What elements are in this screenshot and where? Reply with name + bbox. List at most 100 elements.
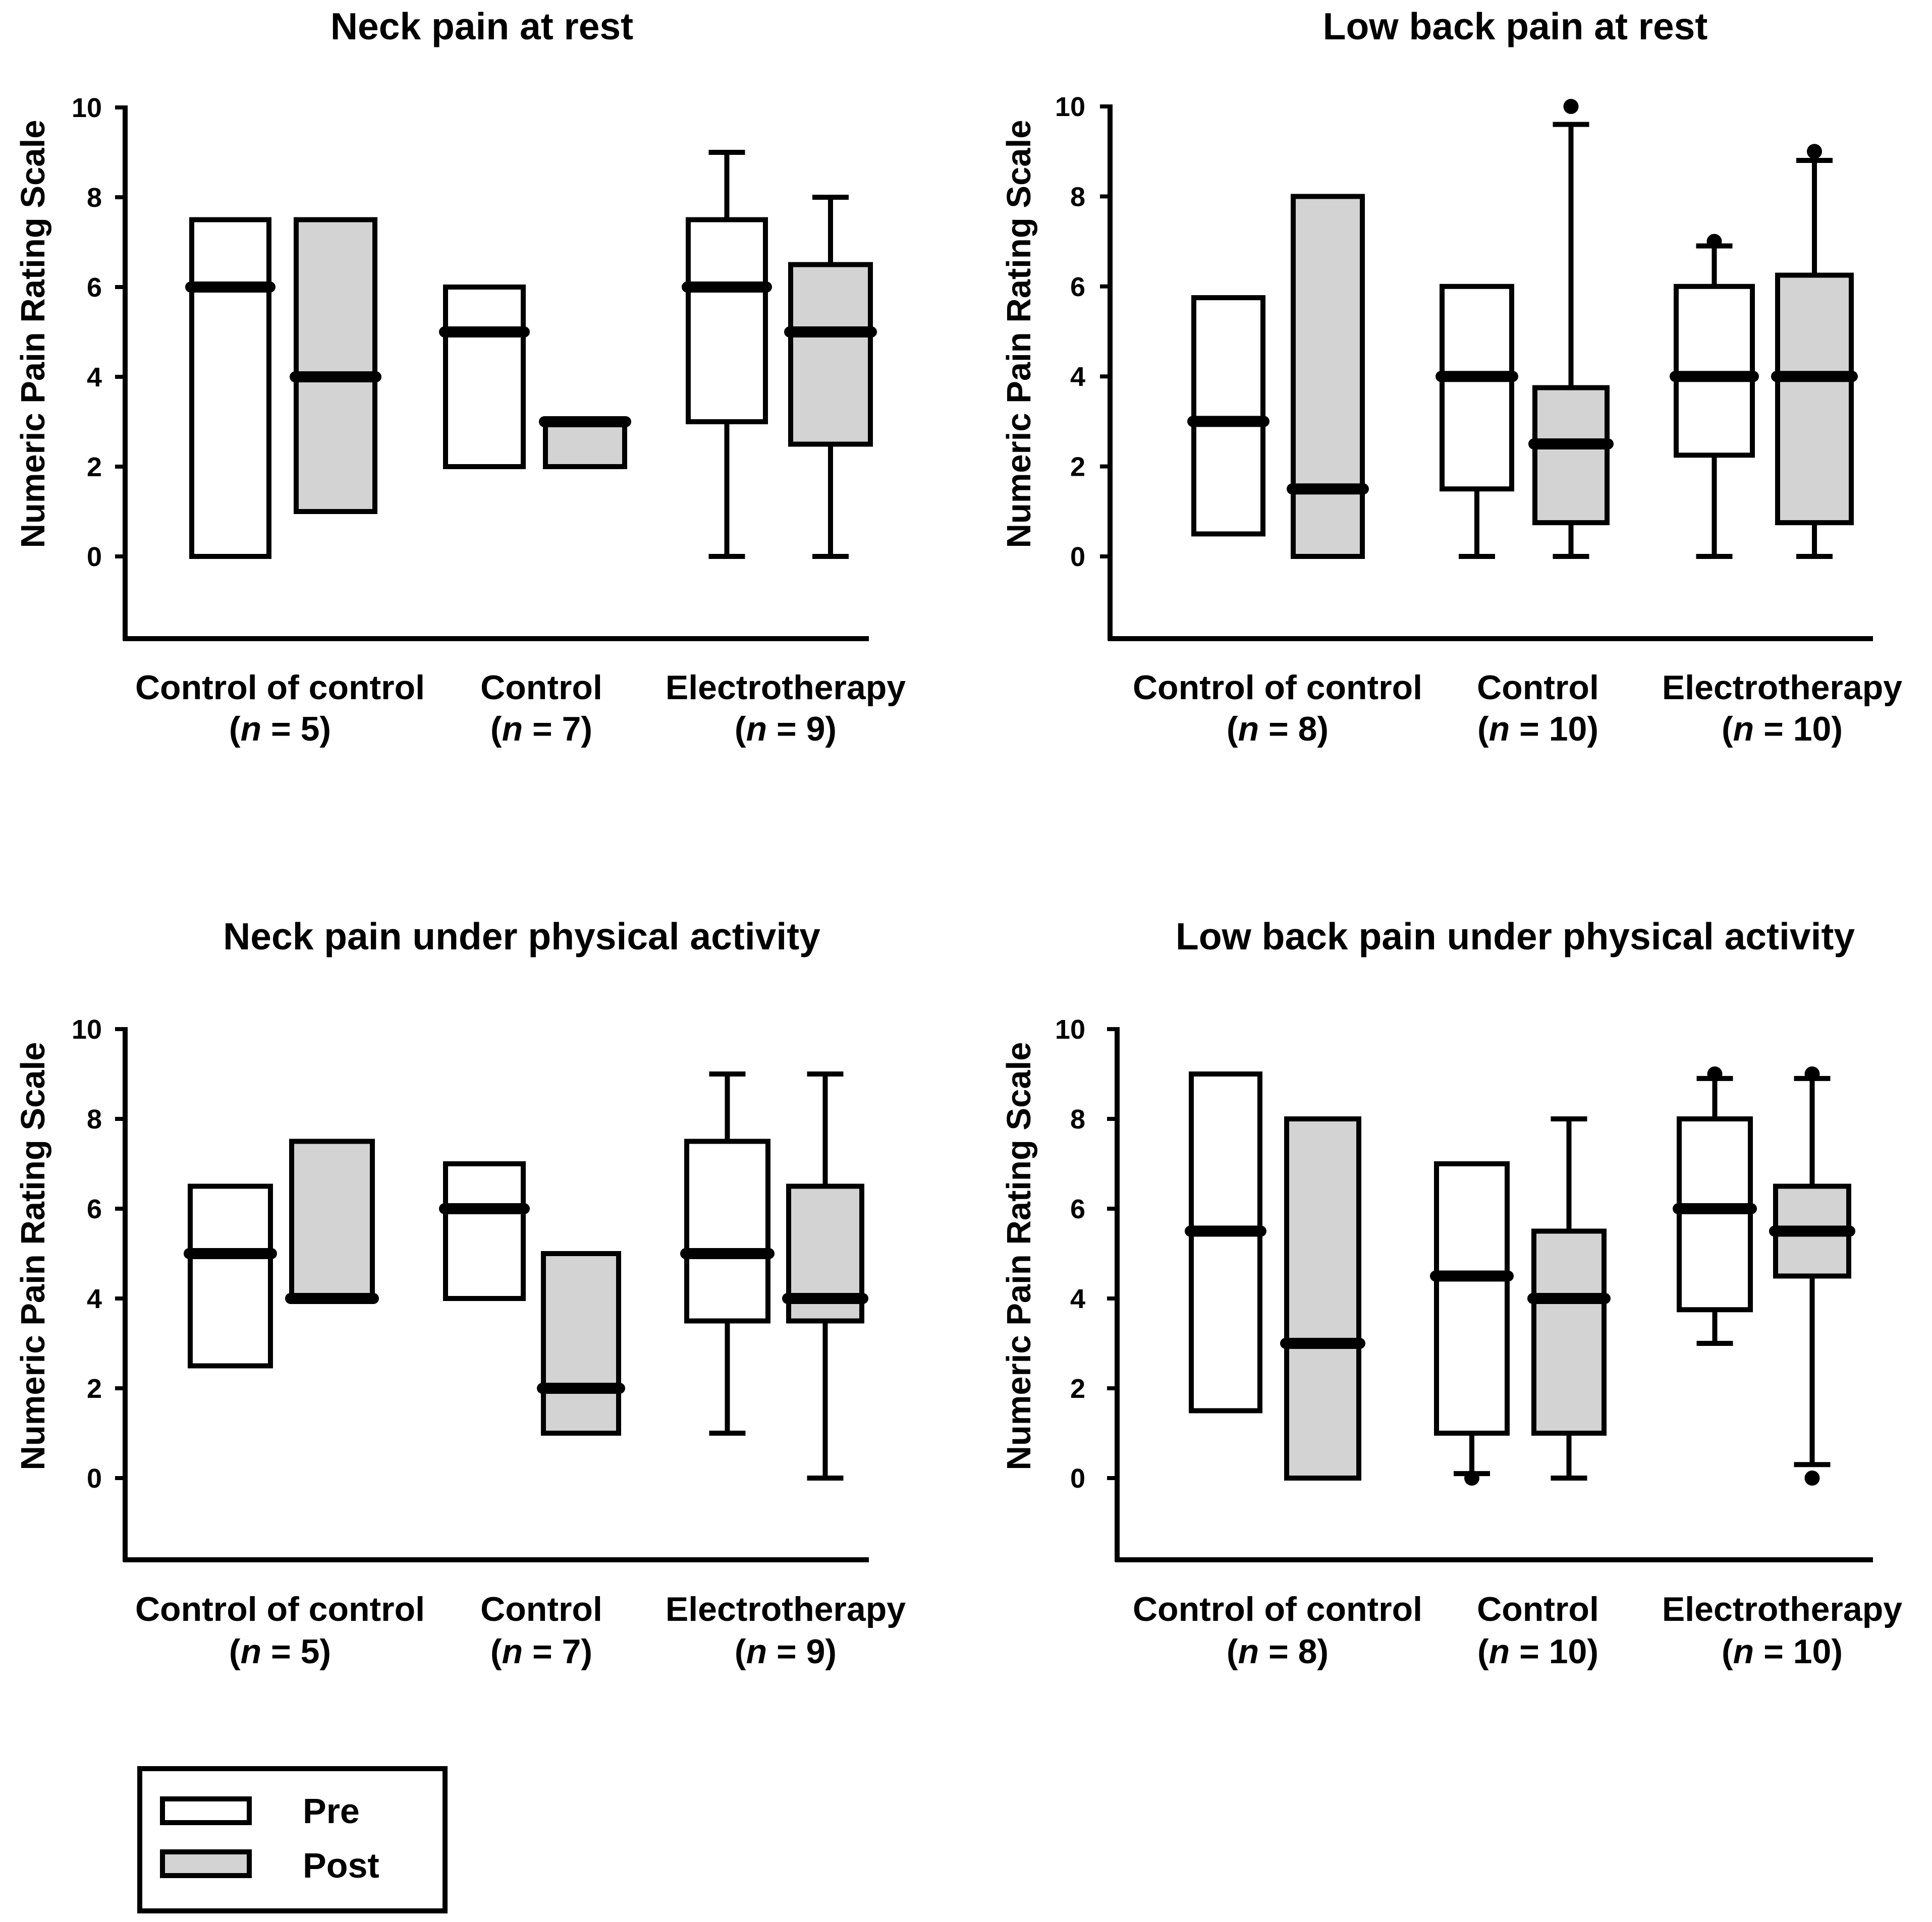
- category-n-label: (n = 9): [735, 1632, 837, 1671]
- box-body: [1434, 1161, 1510, 1436]
- box-post-2: [539, 416, 631, 469]
- y-tick-label: 6: [87, 1194, 102, 1224]
- y-tick-label: 2: [87, 452, 102, 482]
- y-tick-label: 4: [87, 1284, 102, 1314]
- box-post-3: [1769, 1066, 1855, 1486]
- n-value: = 10): [1510, 1632, 1598, 1671]
- n-symbol: n: [746, 710, 767, 748]
- box-post-1: [290, 217, 381, 514]
- n-symbol: n: [502, 1632, 523, 1671]
- category-label: Control of control: [135, 1590, 425, 1628]
- y-tick-label: 2: [1070, 452, 1085, 482]
- panel-title: Neck pain under physical activity: [223, 915, 820, 957]
- box-post-2: [1528, 99, 1614, 559]
- n-symbol: n: [1238, 710, 1259, 748]
- panel-1: Neck pain at rest Numeric Pain Rating Sca…: [14, 5, 906, 748]
- y-tick-label: 0: [87, 1463, 102, 1494]
- category-label: Electrotherapy: [666, 668, 906, 707]
- category-n-label: (n = 7): [490, 710, 592, 748]
- n-prefix: (: [1722, 1632, 1733, 1671]
- box-body: [1531, 1228, 1607, 1436]
- category-n-label: (n = 10): [1722, 1632, 1843, 1671]
- n-value: = 5): [261, 710, 331, 748]
- box-body: [188, 1183, 273, 1369]
- y-axis-label: Numeric Pain Rating Scale: [1000, 120, 1038, 548]
- box-pre-3: [682, 150, 772, 559]
- box-pre-1: [185, 217, 275, 559]
- n-prefix: (: [1227, 710, 1238, 748]
- n-prefix: (: [1477, 1632, 1489, 1671]
- y-axis-label: Numeric Pain Rating Scale: [14, 120, 52, 548]
- legend-post-swatch: [160, 1849, 252, 1878]
- y-tick-label: 8: [1070, 1104, 1085, 1135]
- outlier-point: [1804, 1471, 1820, 1486]
- outlier-point: [1807, 144, 1822, 159]
- box-body: [1674, 284, 1755, 458]
- box-body: [1440, 284, 1514, 492]
- panel-title: Low back pain at rest: [1323, 5, 1708, 47]
- outlier-point: [1563, 99, 1579, 114]
- y-tick-label: 6: [1070, 1194, 1085, 1224]
- y-tick-label: 0: [1070, 1463, 1085, 1494]
- box-body: [189, 217, 271, 559]
- box-post-1: [285, 1139, 379, 1304]
- category-label: Control of control: [1133, 668, 1422, 707]
- n-prefix: (: [229, 710, 241, 748]
- category-n-label: (n = 10): [1477, 710, 1598, 748]
- panel-title: Neck pain at rest: [330, 5, 633, 47]
- box-post-3: [782, 1071, 868, 1481]
- category-label: Control: [480, 1590, 602, 1628]
- n-prefix: (: [1227, 1632, 1238, 1671]
- y-tick-label: 0: [87, 542, 102, 572]
- n-symbol: n: [1489, 710, 1510, 748]
- legend-post-label: Post: [303, 1846, 379, 1885]
- box-body: [1284, 1116, 1361, 1481]
- legend: Pre Post: [137, 1766, 448, 1913]
- legend-pre-label: Pre: [303, 1791, 360, 1831]
- outlier-point: [1706, 234, 1722, 249]
- y-tick-label: 2: [1070, 1374, 1085, 1404]
- box-post-2: [537, 1251, 625, 1436]
- category-label: Control: [1477, 1590, 1599, 1628]
- box-pre-1: [1185, 1071, 1266, 1414]
- box-body: [1291, 194, 1365, 559]
- n-symbol: n: [1733, 710, 1754, 748]
- y-tick-label: 10: [72, 1014, 102, 1045]
- y-tick-label: 4: [87, 362, 102, 392]
- y-tick-label: 6: [87, 272, 102, 303]
- panel-4: Low back pain under physical activity Num…: [1000, 915, 1902, 1671]
- box-pre-2: [1430, 1161, 1514, 1486]
- box-body: [541, 1251, 621, 1436]
- category-n-label: (n = 5): [229, 710, 331, 748]
- n-value: = 7): [523, 710, 592, 748]
- n-prefix: (: [490, 710, 502, 748]
- n-prefix: (: [490, 1632, 502, 1671]
- n-symbol: n: [502, 710, 523, 748]
- box-body: [1775, 272, 1854, 526]
- y-tick-label: 10: [1055, 92, 1085, 122]
- box-post-1: [1287, 194, 1369, 559]
- legend-frame: [137, 1766, 448, 1913]
- box-post-1: [1280, 1116, 1365, 1481]
- box-body: [294, 217, 377, 514]
- y-tick-label: 4: [1070, 362, 1085, 392]
- n-prefix: (: [735, 710, 746, 748]
- panels: Neck pain at rest Numeric Pain Rating Sca…: [14, 5, 1902, 1671]
- box-body: [684, 1139, 770, 1324]
- box-body: [686, 217, 768, 424]
- y-tick-label: 8: [87, 183, 102, 213]
- category-label: Control of control: [1133, 1590, 1422, 1628]
- panel-title: Low back pain under physical activity: [1176, 915, 1855, 957]
- y-tick-label: 10: [72, 93, 102, 123]
- box-pre-2: [1436, 284, 1518, 559]
- box-pre-3: [1670, 234, 1759, 559]
- category-n-label: (n = 10): [1722, 710, 1843, 748]
- category-label: Electrotherapy: [1662, 1590, 1902, 1628]
- y-axis-label: Numeric Pain Rating Scale: [14, 1042, 52, 1471]
- box-body: [1191, 295, 1265, 537]
- n-symbol: n: [241, 1632, 262, 1671]
- n-value: = 10): [1754, 710, 1843, 748]
- category-n-label: (n = 7): [490, 1632, 592, 1671]
- n-value: = 8): [1259, 710, 1329, 748]
- n-value: = 9): [767, 710, 837, 748]
